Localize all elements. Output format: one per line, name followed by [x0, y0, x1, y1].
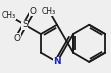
Text: CH₃: CH₃	[42, 7, 56, 16]
Text: S: S	[22, 20, 28, 29]
Text: O: O	[29, 7, 36, 16]
Text: CH₃: CH₃	[2, 11, 16, 20]
Text: N: N	[53, 57, 61, 66]
Text: O: O	[13, 34, 20, 43]
